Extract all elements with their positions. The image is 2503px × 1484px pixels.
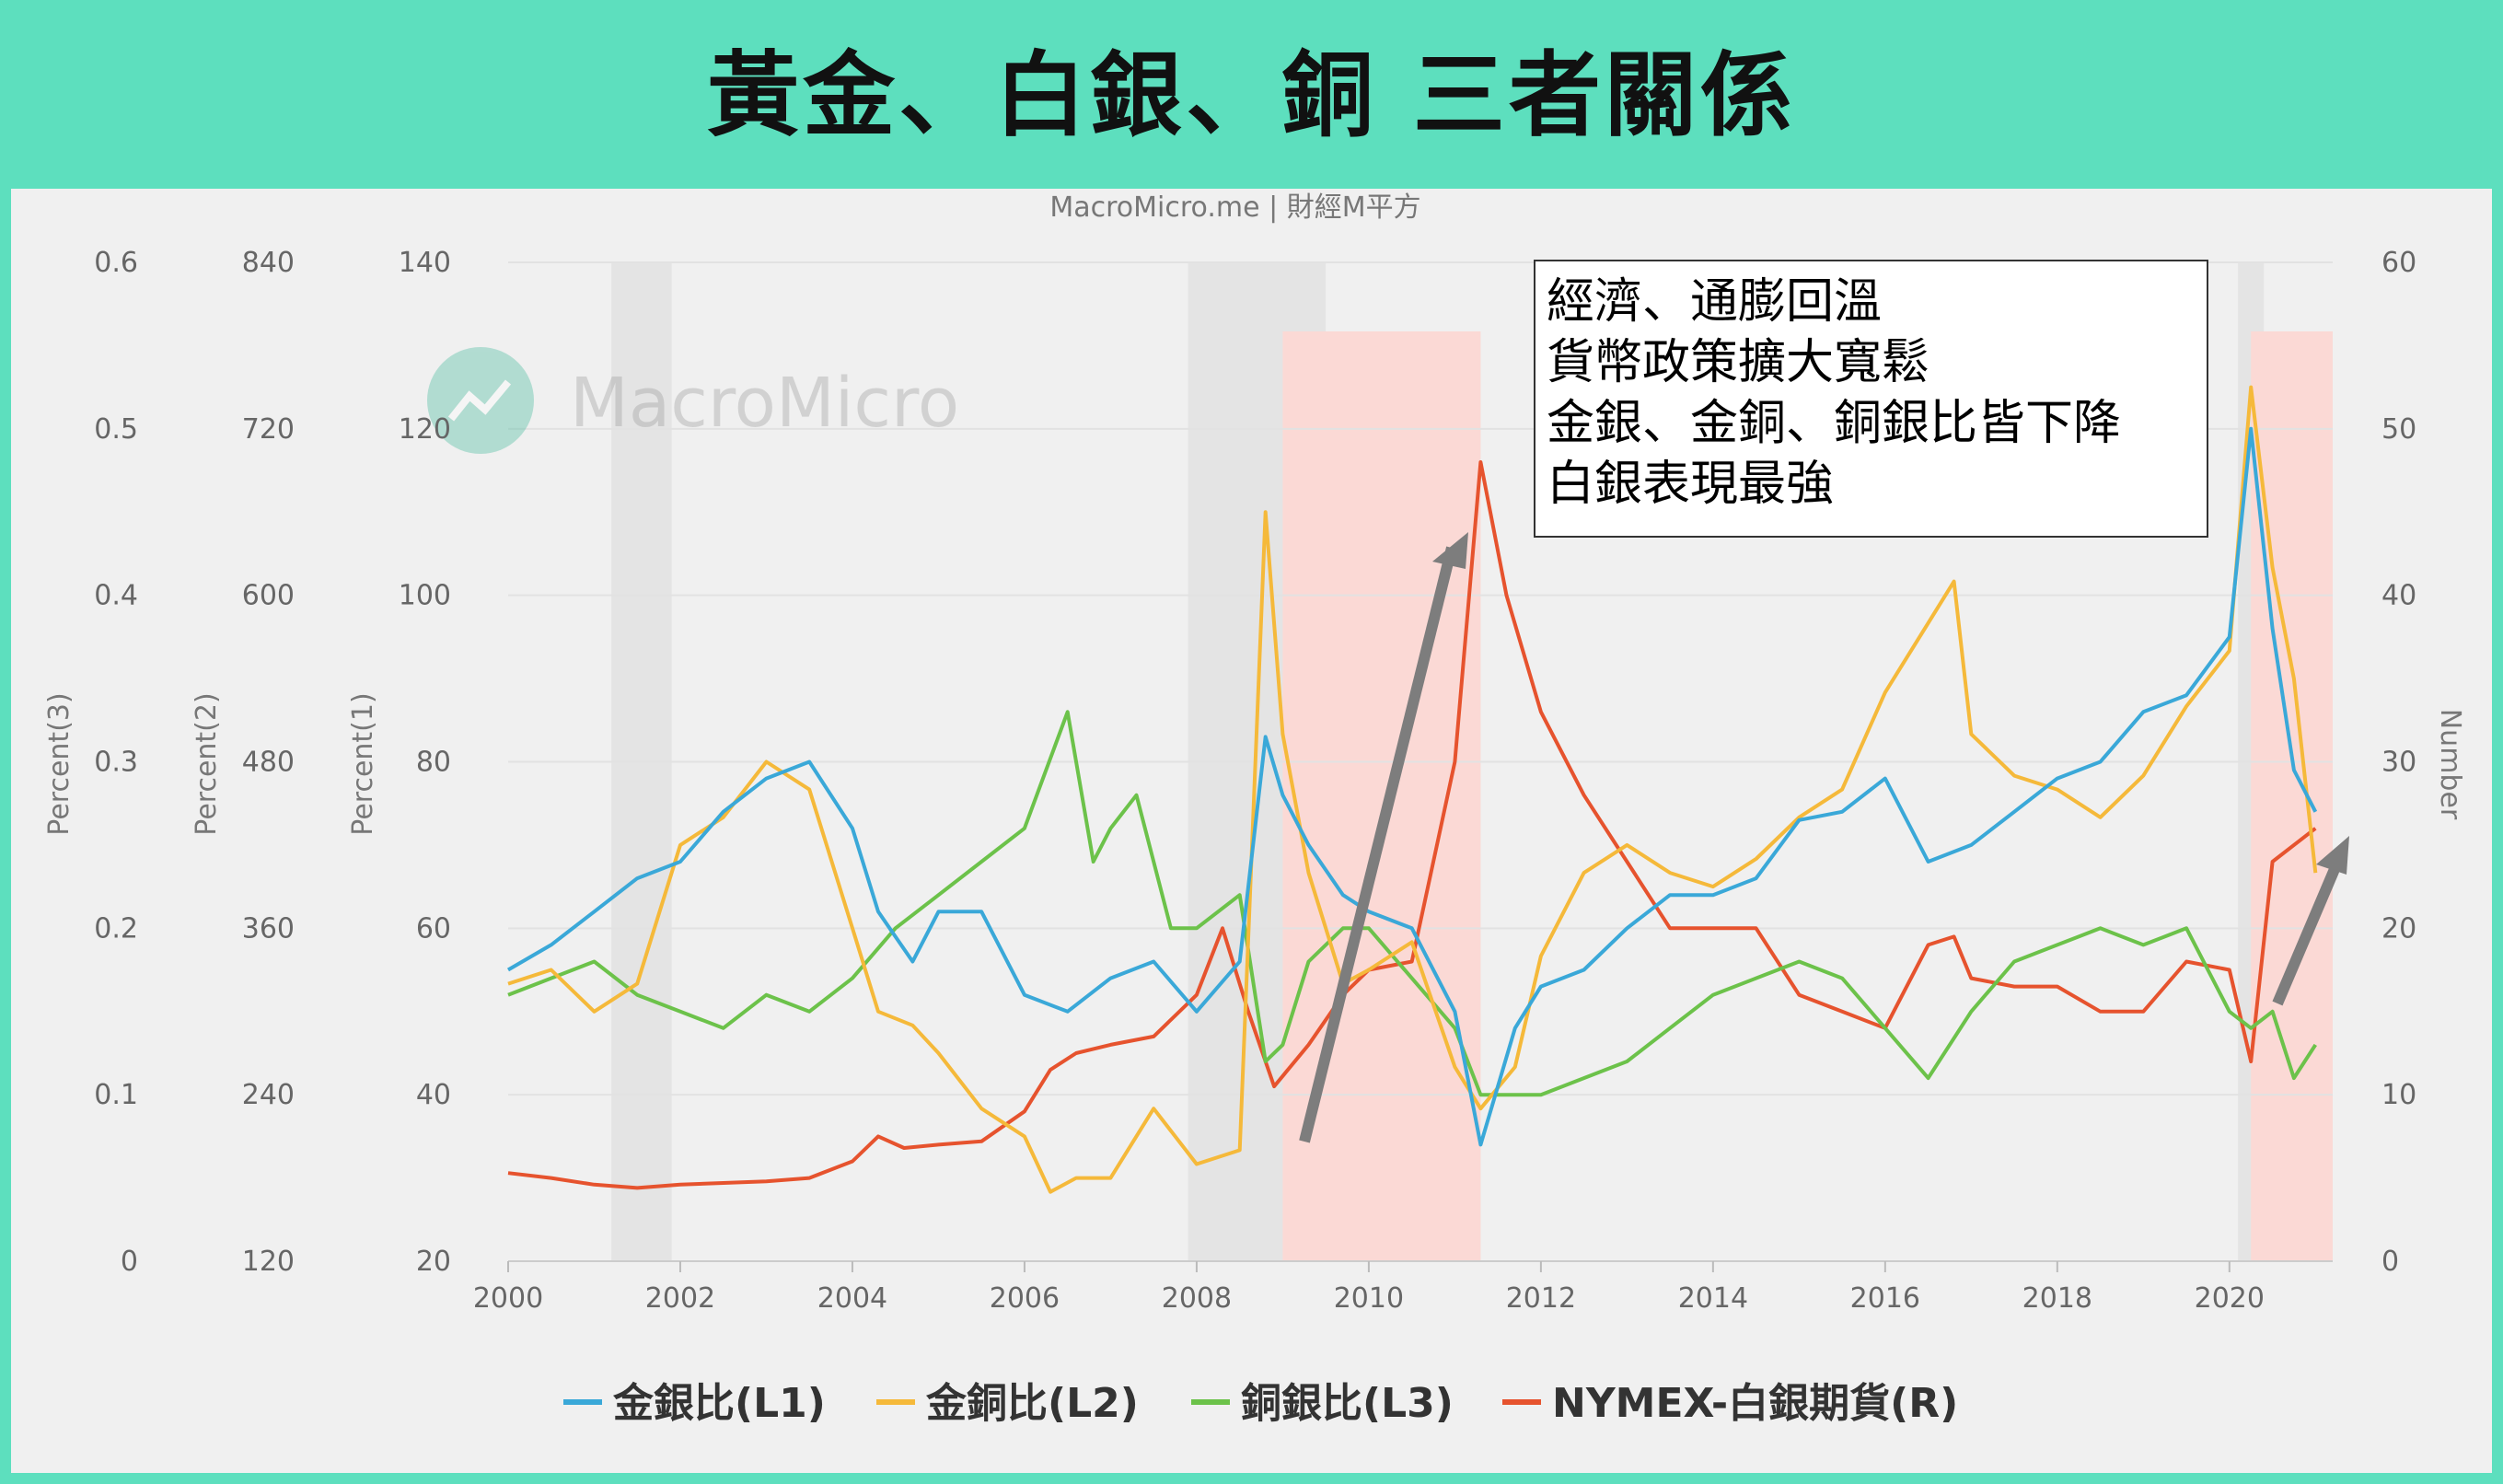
- x-tick-label-4: 2008: [1162, 1282, 1232, 1315]
- x-tick-label-3: 2006: [990, 1282, 1060, 1315]
- highlight-band-1: [2251, 331, 2333, 1261]
- axis-title-l1: Percent(1): [347, 692, 379, 835]
- chart-svg: MacroMicro MacroMicro.me | 財經M平方 0 0.1 0.2…: [43, 191, 2466, 1427]
- tick-label-l3-6: 0.6: [94, 247, 138, 279]
- tick-label-l1-1: 40: [416, 1079, 451, 1111]
- series-line-2: [507, 710, 2317, 1097]
- tick-label-l2-4: 600: [242, 580, 295, 612]
- tick-label-l3-4: 0.4: [94, 580, 138, 612]
- axis-title-l2: Percent(2): [191, 692, 223, 835]
- tick-label-l1-3: 80: [416, 747, 451, 779]
- trend-arrows: [1299, 532, 2349, 1143]
- tick-label-r-0: 0: [2381, 1246, 2399, 1278]
- tick-label-l2-3: 480: [242, 747, 295, 779]
- annotation-line-3: 金銀、金銅、銅銀比皆下降: [1547, 396, 2121, 451]
- tick-label-l2-5: 720: [242, 413, 295, 446]
- trend-arrowhead-2020: [2316, 836, 2349, 875]
- tick-label-l2-6: 840: [242, 247, 295, 279]
- legend-label-1: 金銅比(L2): [925, 1380, 1139, 1427]
- legend-label-3: NYMEX-白銀期貨(R): [1552, 1380, 1958, 1427]
- tick-label-l3-0: 0: [121, 1246, 138, 1278]
- tick-label-l2-2: 360: [242, 912, 295, 945]
- watermark-logo-mark: [447, 379, 512, 422]
- x-tick-label-9: 2018: [2022, 1282, 2092, 1315]
- x-tick-label-6: 2012: [1506, 1282, 1576, 1315]
- annotation-box: 經濟、通膨回溫 貨幣政策擴大寬鬆 金銀、金銅、銅銀比皆下降 白銀表現最強: [1534, 260, 2208, 538]
- trend-arrow-2010: [1299, 546, 1457, 1143]
- legend-label-2: 銅銀比(L3): [1241, 1380, 1454, 1427]
- trend-arrowhead-2010: [1432, 532, 1468, 569]
- tick-label-l3-2: 0.2: [94, 912, 138, 945]
- tick-label-l1-4: 100: [399, 580, 451, 612]
- trend-arrow-2020: [2272, 853, 2346, 1006]
- tick-label-l1-0: 20: [416, 1246, 451, 1278]
- series-line-0: [506, 426, 2318, 1147]
- axis-title-r: Number: [2434, 709, 2466, 820]
- tick-label-l1-6: 140: [399, 247, 451, 279]
- tick-label-l1-5: 120: [399, 413, 451, 446]
- watermark-logo-icon: [427, 347, 534, 454]
- page-title: 黃金、白銀、銅 三者關係: [707, 41, 1796, 149]
- tick-label-r-4: 40: [2381, 580, 2416, 612]
- tick-label-r-3: 30: [2381, 747, 2416, 779]
- axis-labels: 00.10.20.30.40.50.6120240360480600720840…: [43, 247, 2466, 1315]
- x-tick-label-7: 2014: [1678, 1282, 1748, 1315]
- series-line-1: [507, 385, 2318, 1194]
- x-tick-label-1: 2002: [645, 1282, 715, 1315]
- tick-label-l2-0: 120: [242, 1246, 295, 1278]
- annotation-line-2: 貨幣政策擴大寬鬆: [1547, 335, 1929, 390]
- legend: 金銀比(L1) 金銅比(L2) 銅銀比(L3) NYMEX-白銀期貨(R): [563, 1380, 1958, 1427]
- tick-label-r-1: 10: [2381, 1079, 2416, 1111]
- series-line-3: [507, 460, 2317, 1190]
- watermark: MacroMicro: [427, 347, 959, 454]
- chart-source: MacroMicro.me | 財經M平方: [1049, 191, 1420, 224]
- tick-label-l2-1: 240: [242, 1079, 295, 1111]
- x-tick-label-2: 2004: [817, 1282, 887, 1315]
- tick-label-r-6: 60: [2381, 247, 2416, 279]
- axis-title-l3: Percent(3): [43, 692, 75, 835]
- tick-label-r-2: 20: [2381, 912, 2416, 945]
- tick-label-l3-3: 0.3: [94, 747, 138, 779]
- chart-panel: MacroMicro MacroMicro.me | 財經M平方 0 0.1 0.2…: [11, 189, 2492, 1473]
- x-tick-label-8: 2016: [1850, 1282, 1920, 1315]
- tick-label-l1-2: 60: [416, 912, 451, 945]
- x-tick-label-5: 2010: [1334, 1282, 1404, 1315]
- annotation-line-1: 經濟、通膨回溫: [1547, 274, 1882, 330]
- legend-label-0: 金銀比(L1): [612, 1380, 826, 1427]
- annotation-line-4: 白銀表現最強: [1547, 457, 1834, 512]
- x-tick-label-10: 2020: [2195, 1282, 2265, 1315]
- tick-label-l3-5: 0.5: [94, 413, 138, 446]
- data-series: [506, 385, 2318, 1194]
- watermark-text: MacroMicro: [570, 364, 959, 443]
- annotation-box-frame: [1534, 260, 2208, 538]
- tick-label-l3-1: 0.1: [94, 1079, 138, 1111]
- tick-label-r-5: 50: [2381, 413, 2416, 446]
- x-tick-label-0: 2000: [473, 1282, 543, 1315]
